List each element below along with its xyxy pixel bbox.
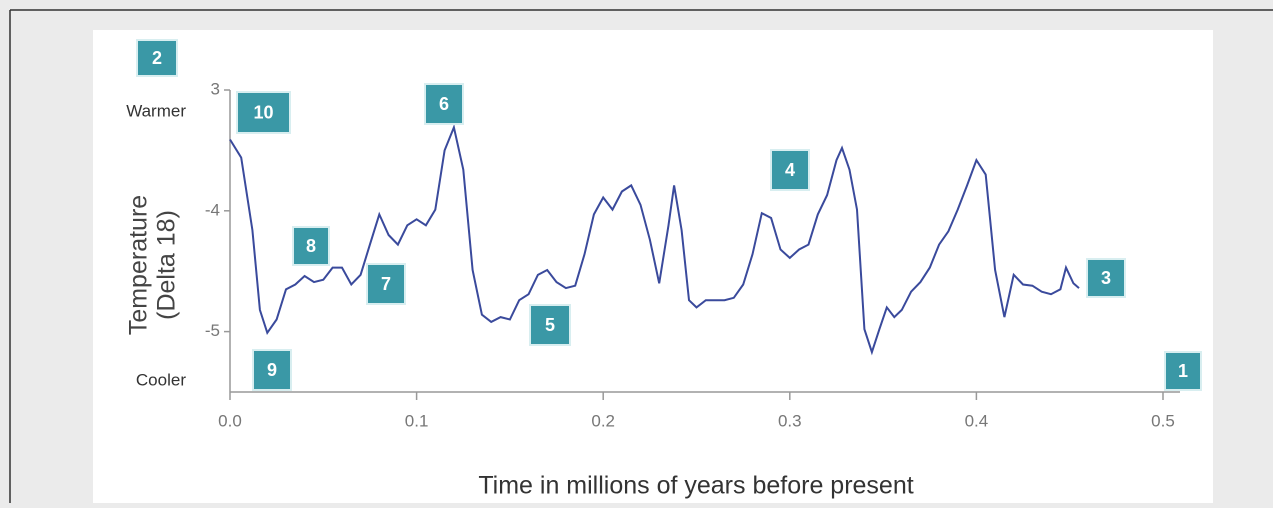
y-tick-label: -4 [205, 200, 220, 219]
marker-box [529, 304, 571, 346]
y-tick-label: 3 [211, 79, 220, 98]
x-tick-label: 0.4 [965, 411, 989, 430]
marker-box [136, 39, 178, 77]
marker-label: 1 [1178, 361, 1188, 381]
warm-label: Warmer [126, 101, 186, 120]
marker-box [252, 349, 292, 391]
marker-box [366, 263, 406, 305]
marker-box [770, 149, 810, 191]
marker-box [1164, 351, 1202, 391]
marker-label: 2 [152, 48, 162, 68]
y-axis-label: Temperature [125, 195, 153, 335]
x-axis-label: Time in millions of years before present [478, 472, 913, 500]
marker-label: 6 [439, 94, 449, 114]
x-tick-label: 0.5 [1151, 411, 1175, 430]
x-tick-label: 0.0 [218, 411, 242, 430]
marker-box [236, 91, 291, 134]
y-axis-label: (Delta 18) [153, 210, 181, 320]
y-tick-label: -5 [205, 321, 220, 340]
marker-box [424, 83, 464, 125]
marker-label: 5 [545, 315, 555, 335]
marker-label: 8 [306, 236, 316, 256]
marker-box [1086, 258, 1126, 298]
marker-box [292, 226, 330, 266]
marker-label: 10 [253, 102, 273, 122]
cool-label: Cooler [136, 370, 186, 389]
x-tick-label: 0.3 [778, 411, 802, 430]
x-tick-label: 0.2 [591, 411, 615, 430]
x-tick-label: 0.1 [405, 411, 429, 430]
marker-label: 9 [267, 360, 277, 380]
marker-label: 7 [381, 274, 391, 294]
marker-label: 3 [1101, 268, 1111, 288]
marker-label: 4 [785, 160, 795, 180]
data-line [229, 124, 1080, 356]
